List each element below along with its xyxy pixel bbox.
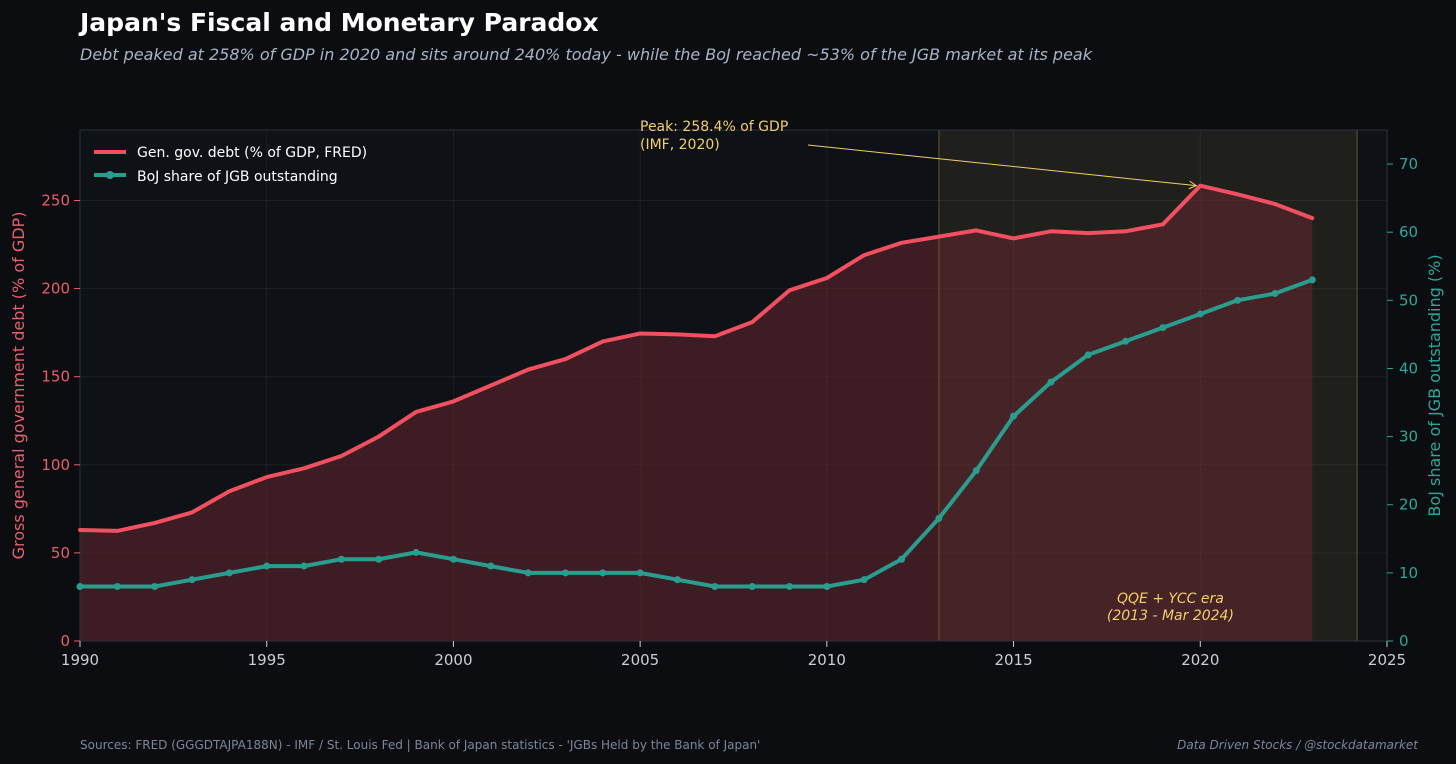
boj-data-point (1308, 276, 1316, 284)
boj-markers (76, 276, 1316, 590)
boj-data-point (375, 555, 383, 563)
boj-data-point (412, 548, 420, 556)
legend-debt-label: Gen. gov. debt (% of GDP, FRED) (137, 145, 367, 161)
boj-data-point (263, 562, 271, 570)
y-tick-label-right: 50 (1399, 291, 1418, 309)
x-tick-label: 1995 (248, 651, 286, 669)
boj-data-point (113, 582, 121, 590)
era-annotation: QQE + YCC era (2013 - Mar 2024) (1107, 591, 1234, 624)
boj-data-point (1010, 412, 1018, 420)
boj-data-point (1234, 296, 1242, 304)
peak-annotation-line2: (IMF, 2020) (640, 137, 720, 153)
x-tick-label: 2010 (808, 651, 846, 669)
y-axis-label-left: Gross general government debt (% of GDP) (9, 212, 28, 560)
boj-data-point (636, 569, 644, 577)
peak-annotation-line1: Peak: 258.4% of GDP (640, 119, 788, 135)
boj-data-point (337, 555, 345, 563)
x-tick-label: 2000 (434, 651, 472, 669)
y-tick-label-left: 250 (41, 191, 70, 209)
y-axis-label-right: BoJ share of JGB outstanding (%) (1425, 254, 1444, 516)
y-tick-label-left: 50 (51, 544, 70, 562)
boj-data-point (1196, 310, 1204, 318)
boj-data-point (449, 555, 457, 563)
x-tick-label: 1990 (61, 651, 99, 669)
boj-data-point (1271, 290, 1279, 298)
boj-data-point (823, 582, 831, 590)
y-tick-label-right: 70 (1399, 155, 1418, 173)
legend: Gen. gov. debt (% of GDP, FRED) BoJ shar… (94, 145, 367, 185)
boj-data-point (1047, 378, 1055, 386)
peak-arrow (807, 144, 1197, 187)
y-tick-label-left: 200 (41, 280, 70, 298)
boj-data-point (711, 582, 719, 590)
boj-data-point (786, 582, 794, 590)
y-tick-label-left: 0 (60, 632, 70, 650)
y-tick-label-right: 0 (1399, 632, 1409, 650)
boj-data-point (188, 576, 196, 584)
boj-data-point (524, 569, 532, 577)
y-tick-label-right: 20 (1399, 496, 1418, 514)
axes: 1990 1995 2000 2005 2010 2015 2020 202505010015… (41, 155, 1418, 669)
boj-data-point (972, 467, 980, 475)
boj-data-point (748, 582, 756, 590)
debt-area-fill (80, 185, 1313, 641)
era-annotation-line2: (2013 - Mar 2024) (1107, 608, 1234, 624)
boj-data-point (599, 569, 607, 577)
peak-annotation: Peak: 258.4% of GDP (IMF, 2020) (640, 119, 1198, 190)
chart-subtitle: Debt peaked at 258% of GDP in 2020 and s… (80, 45, 1093, 64)
boj-data-point (487, 562, 495, 570)
boj-data-point (1159, 324, 1167, 332)
boj-data-point (151, 582, 159, 590)
y-tick-label-right: 60 (1399, 223, 1418, 241)
x-tick-label: 2020 (1181, 651, 1219, 669)
sources-note: Sources: FRED (GGGDTAJPA188N) - IMF / St… (80, 738, 760, 752)
boj-data-point (898, 555, 906, 563)
boj-data-point (673, 576, 681, 584)
boj-data-point (1122, 337, 1130, 345)
credit-note: Data Driven Stocks / @stockdatamarket (1177, 738, 1419, 752)
boj-series-line (78, 277, 1315, 589)
plot-frame (79, 129, 1388, 642)
boj-data-point (935, 514, 943, 522)
legend-boj-marker (106, 171, 114, 179)
boj-data-point (561, 569, 569, 577)
x-tick-label: 2025 (1368, 651, 1406, 669)
boj-data-point (76, 582, 84, 590)
x-tick-label: 2005 (621, 651, 659, 669)
peak-arrowhead (1188, 180, 1198, 190)
era-annotation-line1: QQE + YCC era (1117, 591, 1224, 607)
boj-data-point (860, 576, 868, 584)
y-tick-label-right: 30 (1399, 428, 1418, 446)
y-tick-label-left: 100 (41, 456, 70, 474)
y-tick-label-right: 10 (1399, 564, 1418, 582)
boj-data-point (300, 562, 308, 570)
boj-data-point (1084, 351, 1092, 359)
legend-boj-label: BoJ share of JGB outstanding (137, 169, 338, 185)
boj-data-point (225, 569, 233, 577)
y-tick-label-right: 40 (1399, 359, 1418, 377)
y-tick-label-left: 150 (41, 368, 70, 386)
x-tick-label: 2015 (994, 651, 1032, 669)
debt-series-line (78, 183, 1315, 533)
chart-title: Japan's Fiscal and Monetary Paradox (78, 8, 599, 37)
